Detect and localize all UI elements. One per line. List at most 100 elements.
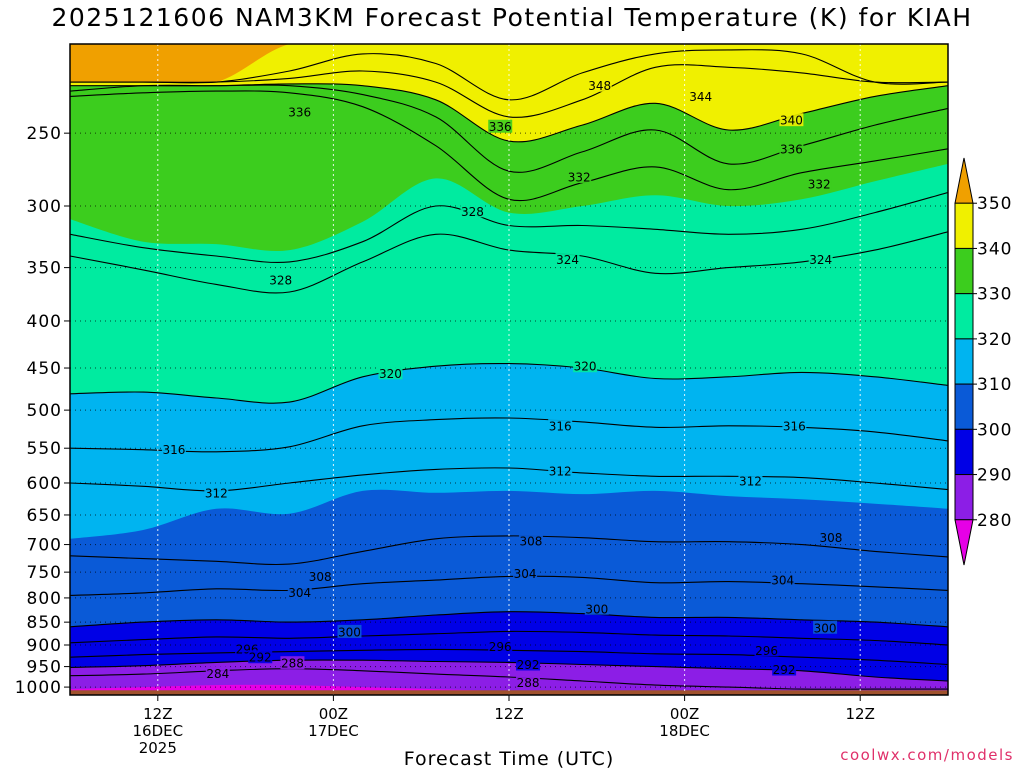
contour-label-bg <box>513 566 538 580</box>
contour-label-bg <box>161 442 186 456</box>
isotherm-line-288 <box>70 659 948 682</box>
contour-label-bg <box>287 585 312 599</box>
x-tick-label: 16DEC <box>133 722 184 740</box>
y-tick-label: 250 <box>27 124 62 144</box>
contour-label: 332 <box>808 178 831 192</box>
contour-label-bg <box>587 78 612 92</box>
contour-label: 300 <box>338 625 361 639</box>
colorbar-bottom-extension <box>954 519 974 566</box>
contour-label-bg <box>770 573 795 587</box>
contour-label: 304 <box>288 586 311 600</box>
colorbar-band-280 <box>954 474 974 521</box>
contour-label: 348 <box>588 79 611 93</box>
x-tick-label: 2025 <box>139 739 177 757</box>
contour-label: 324 <box>809 253 832 267</box>
colorbar-band-340 <box>954 202 974 249</box>
x-axis-label: Forecast Time (UTC) <box>404 748 614 768</box>
contour-label: 328 <box>269 273 292 287</box>
colorbar-label: 320 <box>977 330 1012 350</box>
contour-label-bg <box>488 119 513 133</box>
contour-label-bg <box>772 662 797 676</box>
contour-label: 336 <box>489 120 512 134</box>
contour-label: 320 <box>574 360 597 374</box>
contour-label-bg <box>488 639 513 653</box>
y-tick-label: 950 <box>27 658 62 678</box>
x-tick-label: 12Z <box>143 705 172 723</box>
isotherm-line-300 <box>70 611 948 628</box>
contour-label-bg <box>818 530 843 544</box>
contour-label: 340 <box>780 114 803 128</box>
y-tick-label: 800 <box>27 589 62 609</box>
y-tick-label: 450 <box>27 359 62 379</box>
contour-label-bg <box>555 252 580 266</box>
colorbar-band-320 <box>954 293 974 340</box>
x-tick-label: 00Z <box>319 705 348 723</box>
colorbar-band-330 <box>954 247 974 295</box>
isotherm-line-320 <box>70 362 948 404</box>
contour-label: 300 <box>585 602 608 616</box>
contour-label: 336 <box>780 142 803 156</box>
contour-label: 308 <box>819 531 842 545</box>
isotherm-line-296 <box>70 630 948 646</box>
contour-label-bg <box>268 272 293 286</box>
contour-label: 296 <box>755 644 778 658</box>
contour-label: 332 <box>568 171 591 185</box>
colorbar-label: 330 <box>977 285 1012 305</box>
y-tick-label: 550 <box>27 439 62 459</box>
contour-label-bg <box>754 643 779 657</box>
contour-label: 308 <box>519 535 542 549</box>
contour-label-bg <box>807 177 832 191</box>
contour-label: 304 <box>771 574 794 588</box>
contour-label: 292 <box>517 658 540 672</box>
contour-label-bg <box>308 569 333 583</box>
contour-label: 288 <box>281 657 304 671</box>
contour-label-bg <box>378 366 403 380</box>
contour-label: 328 <box>461 205 484 219</box>
contour-label-bg <box>584 601 609 615</box>
contour-label-bg <box>548 418 573 432</box>
contour-label-bg <box>779 141 804 155</box>
contour-label: 312 <box>549 464 572 478</box>
plot-area: 348 344 340 336 336 336 332 332 328 328 324 324 320 3… <box>70 44 948 695</box>
y-tick-label: 850 <box>27 613 62 633</box>
x-tick-label: 12Z <box>846 705 875 723</box>
contour-label-bg <box>516 657 541 671</box>
contour-label: 312 <box>739 474 762 488</box>
contour-label: 300 <box>814 621 837 635</box>
contour-label: 316 <box>162 443 185 457</box>
y-tick-label: 350 <box>27 259 62 279</box>
contour-label: 324 <box>556 253 579 267</box>
contour-label: 320 <box>379 367 402 381</box>
isotherm-line-304 <box>70 575 948 596</box>
contour-label: 292 <box>249 651 272 665</box>
source-watermark: coolwx.com/models <box>840 746 1014 764</box>
contour-label-bg <box>516 675 541 689</box>
contour-label-bg <box>738 473 763 487</box>
x-tick-label: 12Z <box>494 705 523 723</box>
contour-label-bg <box>280 656 305 670</box>
contour-label-bg <box>567 170 592 184</box>
x-tick-label: 00Z <box>670 705 699 723</box>
colorbar-label: 340 <box>977 239 1012 259</box>
colorbar-label: 280 <box>977 511 1012 531</box>
contour-label-bg <box>813 620 838 634</box>
contour-label-bg <box>573 359 598 373</box>
x-tick-label: 18DEC <box>659 722 710 740</box>
x-tick-label: 17DEC <box>308 722 359 740</box>
y-tick-label: 900 <box>27 636 62 656</box>
y-tick-label: 400 <box>27 312 62 332</box>
y-tick-label: 600 <box>27 474 62 494</box>
chart-title: 2025121606 NAM3KM Forecast Potential Tem… <box>51 3 973 32</box>
contour-label-bg <box>205 666 230 680</box>
contour-label-bg <box>248 650 273 664</box>
y-tick-label: 500 <box>27 401 62 421</box>
contour-label-bg <box>548 463 573 477</box>
contour-label: 336 <box>288 105 311 119</box>
contour-label: 312 <box>205 486 228 500</box>
contour-label: 316 <box>783 419 806 433</box>
colorbar-label: 290 <box>977 466 1012 486</box>
y-tick-label: 650 <box>27 506 62 526</box>
contour-label: 344 <box>689 90 712 104</box>
y-tick-label: 700 <box>27 536 62 556</box>
